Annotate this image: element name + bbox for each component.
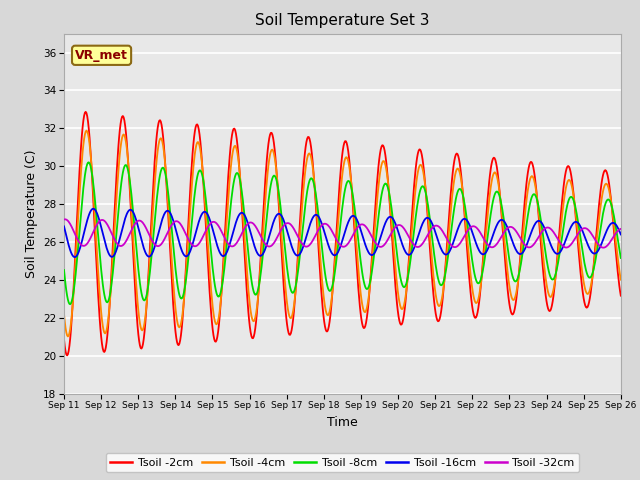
- X-axis label: Time: Time: [327, 416, 358, 429]
- Tsoil -2cm: [82, 109, 90, 115]
- Tsoil -8cm: [60, 267, 68, 273]
- Tsoil -32cm: [617, 226, 625, 232]
- Tsoil -4cm: [83, 128, 90, 133]
- Line: Tsoil -2cm: Tsoil -2cm: [64, 112, 621, 355]
- Tsoil -16cm: [129, 209, 137, 215]
- Line: Tsoil -8cm: Tsoil -8cm: [64, 162, 621, 304]
- Tsoil -4cm: [412, 186, 419, 192]
- Tsoil -16cm: [70, 254, 78, 260]
- Tsoil -32cm: [185, 237, 193, 243]
- Tsoil -8cm: [71, 279, 79, 285]
- Tsoil -32cm: [428, 227, 435, 232]
- Tsoil -32cm: [599, 245, 607, 251]
- Tsoil -8cm: [617, 255, 625, 261]
- Tsoil -2cm: [60, 336, 68, 342]
- Tsoil -8cm: [67, 301, 74, 307]
- Title: Soil Temperature Set 3: Soil Temperature Set 3: [255, 13, 429, 28]
- Tsoil -2cm: [617, 293, 625, 299]
- Tsoil -8cm: [85, 159, 93, 165]
- Tsoil -32cm: [60, 216, 68, 222]
- Text: VR_met: VR_met: [75, 49, 128, 62]
- Tsoil -32cm: [128, 226, 136, 232]
- Tsoil -32cm: [71, 231, 79, 237]
- Tsoil -4cm: [215, 314, 223, 320]
- Tsoil -4cm: [60, 311, 68, 317]
- Tsoil -16cm: [186, 250, 193, 256]
- Tsoil -4cm: [64, 334, 72, 339]
- Tsoil -4cm: [186, 218, 193, 224]
- Tsoil -32cm: [61, 216, 68, 222]
- Tsoil -8cm: [215, 294, 223, 300]
- Tsoil -8cm: [186, 244, 193, 250]
- Line: Tsoil -32cm: Tsoil -32cm: [64, 219, 621, 248]
- Tsoil -2cm: [215, 322, 223, 328]
- Tsoil -2cm: [412, 167, 419, 172]
- Tsoil -16cm: [617, 231, 625, 237]
- Y-axis label: Soil Temperature (C): Soil Temperature (C): [24, 149, 38, 278]
- Tsoil -8cm: [129, 207, 137, 213]
- Tsoil -2cm: [428, 273, 436, 279]
- Legend: Tsoil -2cm, Tsoil -4cm, Tsoil -8cm, Tsoil -16cm, Tsoil -32cm: Tsoil -2cm, Tsoil -4cm, Tsoil -8cm, Tsoi…: [106, 453, 579, 472]
- Tsoil -16cm: [428, 220, 436, 226]
- Line: Tsoil -4cm: Tsoil -4cm: [64, 131, 621, 336]
- Tsoil -2cm: [129, 247, 137, 253]
- Tsoil -4cm: [617, 277, 625, 283]
- Tsoil -4cm: [71, 271, 79, 276]
- Tsoil -4cm: [428, 256, 436, 262]
- Tsoil -32cm: [214, 222, 222, 228]
- Tsoil -8cm: [412, 215, 419, 221]
- Tsoil -2cm: [186, 199, 193, 205]
- Tsoil -2cm: [63, 352, 71, 358]
- Tsoil -16cm: [412, 241, 419, 247]
- Tsoil -4cm: [129, 230, 137, 236]
- Tsoil -32cm: [411, 243, 419, 249]
- Tsoil -16cm: [71, 254, 79, 260]
- Tsoil -2cm: [71, 261, 79, 267]
- Tsoil -8cm: [428, 232, 436, 238]
- Tsoil -16cm: [90, 206, 97, 212]
- Line: Tsoil -16cm: Tsoil -16cm: [64, 209, 621, 257]
- Tsoil -16cm: [60, 224, 68, 229]
- Tsoil -16cm: [215, 248, 223, 253]
